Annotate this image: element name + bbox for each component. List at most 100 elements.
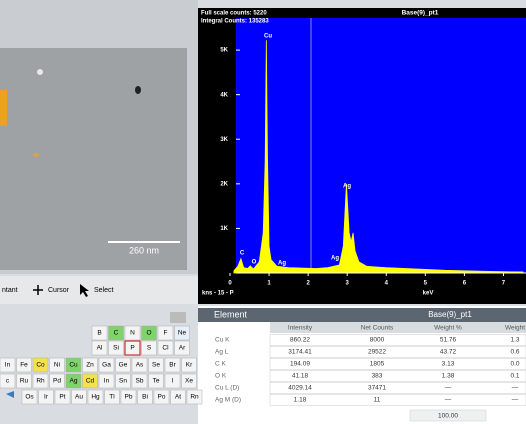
button[interactable] bbox=[170, 312, 186, 323]
scale-label: 260 nm bbox=[129, 245, 159, 255]
y-tick-label: 1K bbox=[220, 226, 228, 232]
sem-image bbox=[0, 48, 187, 270]
table-header-label: Element bbox=[214, 309, 248, 319]
element-symbol[interactable]: Tl bbox=[109, 394, 115, 401]
cell: Cu K bbox=[215, 337, 230, 344]
element-symbol[interactable]: Bi bbox=[142, 394, 148, 401]
cell: 1805 bbox=[370, 361, 385, 368]
element-symbol[interactable]: In bbox=[5, 362, 11, 369]
cell: 29522 bbox=[368, 349, 386, 356]
y-tick-label: 5K bbox=[220, 48, 228, 54]
column-label: Net Counts bbox=[361, 325, 394, 332]
element-symbol[interactable]: Rn bbox=[190, 394, 199, 401]
peak-label: C bbox=[240, 251, 245, 257]
header-line: Integral Counts: 135283 bbox=[201, 19, 269, 25]
cell: 41.18 bbox=[292, 373, 309, 380]
corner-label: kns - 15 - P bbox=[202, 291, 234, 297]
side-tab[interactable] bbox=[0, 90, 7, 126]
cell: 51.76 bbox=[440, 337, 457, 344]
element-symbol[interactable]: At bbox=[175, 394, 181, 401]
plot-area bbox=[236, 18, 526, 273]
table-title: Base(9)_pt1 bbox=[428, 310, 472, 319]
cell: Cu L (D) bbox=[215, 385, 239, 392]
element-symbol[interactable]: Al bbox=[97, 345, 103, 352]
element-symbol[interactable]: Si bbox=[113, 345, 119, 352]
spectrum-title: Base(9)_pt1 bbox=[402, 10, 439, 17]
element-symbol[interactable]: Pt bbox=[59, 394, 65, 401]
element-symbol[interactable]: Ar bbox=[179, 345, 186, 352]
element-symbol[interactable]: Cl bbox=[162, 345, 169, 352]
element-symbol[interactable]: Hg bbox=[91, 394, 100, 401]
element-symbol[interactable]: Cu bbox=[69, 362, 78, 369]
cell: 1.18 bbox=[294, 397, 307, 404]
element-symbol[interactable]: Sn bbox=[119, 378, 127, 385]
tool[interactable]: Cursor bbox=[48, 287, 70, 294]
cell: 860.22 bbox=[290, 337, 310, 344]
tool[interactable]: ntant bbox=[2, 287, 18, 294]
peak-label: O bbox=[252, 260, 257, 266]
element-symbol[interactable]: B bbox=[97, 330, 101, 337]
cell: 194.09 bbox=[290, 361, 310, 368]
element-symbol[interactable]: Br bbox=[169, 362, 176, 369]
element-symbol[interactable]: Zn bbox=[86, 362, 94, 369]
element-symbol[interactable]: Pd bbox=[53, 378, 61, 385]
element-symbol[interactable]: Ne bbox=[178, 330, 187, 337]
element-symbol[interactable]: As bbox=[136, 362, 144, 369]
element-symbol[interactable]: Rh bbox=[36, 378, 45, 385]
cell: 37471 bbox=[368, 385, 386, 392]
element-symbol[interactable]: Ag bbox=[70, 378, 78, 385]
element-symbol[interactable]: Ge bbox=[119, 362, 128, 369]
table-row bbox=[270, 395, 526, 406]
cell: 43.72 bbox=[440, 349, 457, 356]
element-symbol[interactable]: Au bbox=[75, 394, 83, 401]
peak-label: Cu bbox=[264, 34, 272, 40]
cell: 1.3 bbox=[510, 337, 519, 344]
peak-label: Ag bbox=[278, 261, 286, 267]
element-symbol[interactable]: C bbox=[114, 330, 119, 337]
element-symbol[interactable]: Te bbox=[153, 378, 160, 385]
x-axis-label: keV bbox=[423, 291, 434, 297]
element-symbol[interactable]: N bbox=[130, 330, 135, 337]
element-symbol[interactable]: In bbox=[104, 378, 110, 385]
element-symbol[interactable]: F bbox=[164, 330, 168, 337]
cell: — bbox=[512, 385, 519, 392]
element-symbol[interactable]: Se bbox=[152, 362, 160, 369]
cell: 3174.41 bbox=[288, 349, 312, 356]
cell: 8000 bbox=[370, 337, 385, 344]
y-tick-label: 3K bbox=[220, 137, 228, 143]
element-symbol[interactable]: Xe bbox=[185, 378, 193, 385]
cell: 0.6 bbox=[510, 349, 519, 356]
element-symbol[interactable]: I bbox=[172, 378, 174, 385]
element-symbol[interactable]: Kr bbox=[186, 362, 193, 369]
header-line: Full scale counts: 5220 bbox=[201, 11, 267, 17]
column-label: Weight % bbox=[434, 325, 462, 332]
element-symbol[interactable]: Os bbox=[25, 394, 34, 401]
particle bbox=[37, 69, 43, 75]
element-symbol[interactable]: Sb bbox=[136, 378, 144, 385]
cell: 383 bbox=[372, 373, 383, 380]
cell: 0.1 bbox=[510, 373, 519, 380]
app-window: 260 nm ntant Cursor Select Full scale co… bbox=[0, 0, 526, 424]
cell: — bbox=[512, 397, 519, 404]
element-symbol[interactable]: Co bbox=[36, 362, 45, 369]
cell: Ag L bbox=[215, 349, 229, 356]
cell: 11 bbox=[374, 397, 381, 404]
element-symbol[interactable]: Fe bbox=[20, 362, 28, 369]
element-symbol[interactable]: Ga bbox=[102, 362, 111, 369]
cell: O K bbox=[215, 373, 227, 380]
element-symbol[interactable]: Po bbox=[158, 394, 166, 401]
element-symbol[interactable]: O bbox=[146, 330, 151, 337]
element-symbol[interactable]: P bbox=[130, 345, 134, 352]
cell: 4029.14 bbox=[288, 385, 312, 392]
cell: — bbox=[445, 397, 452, 404]
element-symbol[interactable]: Pb bbox=[125, 394, 133, 401]
tool[interactable]: Select bbox=[94, 287, 114, 294]
element-symbol[interactable]: Ru bbox=[20, 378, 29, 385]
column-label: Intensity bbox=[288, 325, 313, 332]
element-symbol[interactable]: Cd bbox=[86, 378, 95, 385]
element-symbol[interactable]: S bbox=[147, 345, 152, 352]
element-symbol[interactable]: Ni bbox=[54, 362, 60, 369]
marker bbox=[33, 153, 39, 157]
cell: 1.38 bbox=[442, 373, 455, 380]
total: 100.00 bbox=[438, 413, 458, 420]
